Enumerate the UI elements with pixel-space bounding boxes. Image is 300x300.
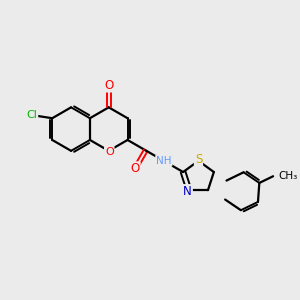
Text: Cl: Cl — [26, 110, 37, 120]
Text: CH₃: CH₃ — [278, 171, 297, 181]
Text: O: O — [105, 147, 114, 157]
Text: O: O — [130, 162, 140, 175]
Text: N: N — [183, 185, 192, 198]
Text: NH: NH — [156, 156, 172, 166]
Text: O: O — [104, 79, 113, 92]
Text: S: S — [195, 153, 202, 166]
